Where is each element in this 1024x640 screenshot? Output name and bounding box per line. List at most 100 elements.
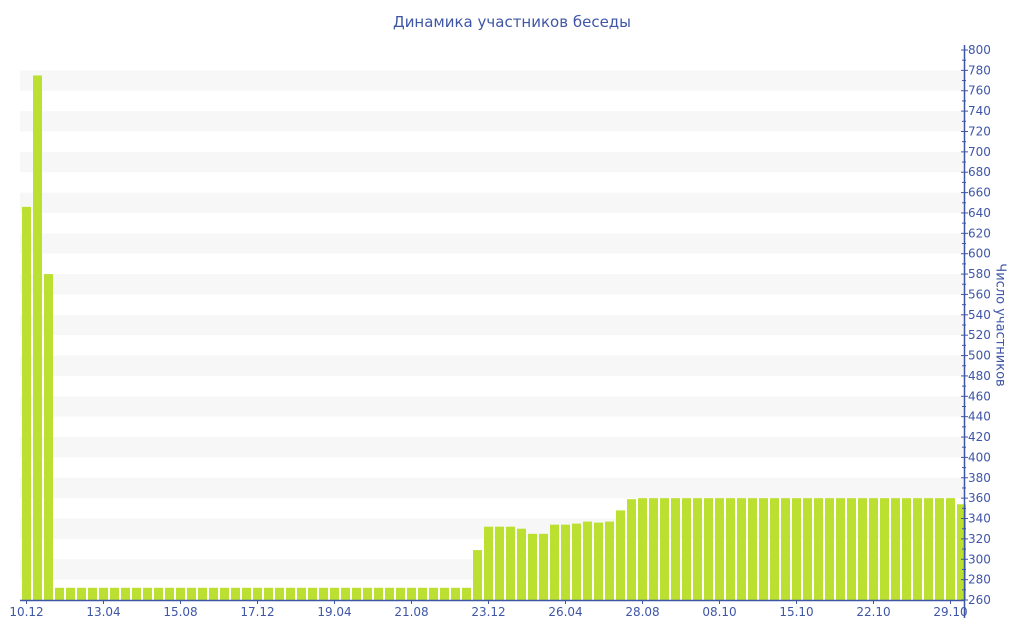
bar (506, 526, 515, 600)
y-tick-label: 520 (968, 328, 991, 342)
bar (473, 550, 482, 600)
bar (374, 587, 383, 600)
bar (957, 504, 966, 600)
bar (132, 587, 141, 600)
y-tick-label: 440 (968, 410, 991, 424)
bar (319, 587, 328, 600)
bar (924, 498, 933, 600)
bar (55, 587, 64, 600)
y-tick-label: 580 (968, 267, 991, 281)
bar (121, 587, 130, 600)
bar (264, 587, 273, 600)
bar (726, 498, 735, 600)
grid-band (20, 396, 964, 417)
x-tick-label: 26.04 (548, 605, 582, 619)
bar (902, 498, 911, 600)
y-tick-label: 600 (968, 247, 991, 261)
bar (935, 498, 944, 600)
bar (814, 498, 823, 600)
bar (396, 587, 405, 600)
y-tick-label: 540 (968, 308, 991, 322)
bar (616, 510, 625, 600)
bar (759, 498, 768, 600)
y-axis-label: Число участников (992, 263, 1008, 387)
bar (880, 498, 889, 600)
y-tick-label: 260 (968, 593, 991, 607)
x-tick-label: 19.04 (317, 605, 351, 619)
bar (660, 498, 669, 600)
bar (418, 587, 427, 600)
bar (693, 498, 702, 600)
bar (583, 521, 592, 600)
bar (627, 499, 636, 600)
bar (198, 587, 207, 600)
y-tick-label: 420 (968, 430, 991, 444)
x-tick-label: 17.12 (240, 605, 274, 619)
bar (495, 526, 504, 600)
y-tick-label: 460 (968, 389, 991, 403)
bar (682, 498, 691, 600)
x-tick-label: 22.10 (856, 605, 890, 619)
bar (528, 533, 537, 600)
bar (737, 498, 746, 600)
grid-band (20, 355, 964, 376)
y-tick-label: 680 (968, 165, 991, 179)
x-tick-label: 08.10 (702, 605, 736, 619)
y-tick-label: 300 (968, 552, 991, 566)
bar (253, 587, 262, 600)
bar (440, 587, 449, 600)
bar (165, 587, 174, 600)
bar (231, 587, 240, 600)
y-tick-label: 400 (968, 450, 991, 464)
bar (484, 526, 493, 600)
grid-band (20, 151, 964, 173)
y-tick-label: 760 (968, 84, 991, 98)
bar (286, 587, 295, 600)
bar (308, 587, 317, 600)
bar (44, 274, 53, 600)
y-tick-label: 320 (968, 532, 991, 546)
x-tick-label: 10.12 (9, 605, 43, 619)
bar (407, 587, 416, 600)
bar (704, 498, 713, 600)
grid-band (20, 477, 964, 499)
bar (550, 524, 559, 600)
y-tick-label: 280 (968, 573, 991, 587)
bar (671, 498, 680, 600)
y-tick-label: 640 (968, 206, 991, 220)
y-tick-label: 380 (968, 471, 991, 485)
x-tick-label: 21.08 (394, 605, 428, 619)
bar (242, 587, 251, 600)
bar (539, 533, 548, 600)
bar (517, 528, 526, 600)
bar (66, 587, 75, 600)
bar (99, 587, 108, 600)
y-tick-label: 700 (968, 145, 991, 159)
bar (462, 587, 471, 600)
bar (638, 498, 647, 600)
bar (803, 498, 812, 600)
bar (143, 587, 152, 600)
bar (33, 75, 42, 601)
y-tick-label: 660 (968, 186, 991, 200)
grid-band (20, 437, 964, 458)
grid-band (20, 192, 964, 213)
grid-band (20, 233, 964, 254)
grid-band (20, 70, 964, 91)
bar (451, 587, 460, 600)
bar (869, 498, 878, 600)
bar (385, 587, 394, 600)
chart-title: Динамика участников беседы (392, 13, 632, 31)
x-tick-label: 15.08 (163, 605, 197, 619)
bar (792, 498, 801, 600)
grid-band (20, 314, 964, 336)
grid-band (20, 274, 964, 295)
bar (847, 498, 856, 600)
y-tick-label: 560 (968, 287, 991, 301)
bar (88, 587, 97, 600)
x-tick-label: 23.12 (471, 605, 505, 619)
bar (110, 587, 119, 600)
y-tick-label: 360 (968, 491, 991, 505)
y-tick-label: 780 (968, 63, 991, 77)
